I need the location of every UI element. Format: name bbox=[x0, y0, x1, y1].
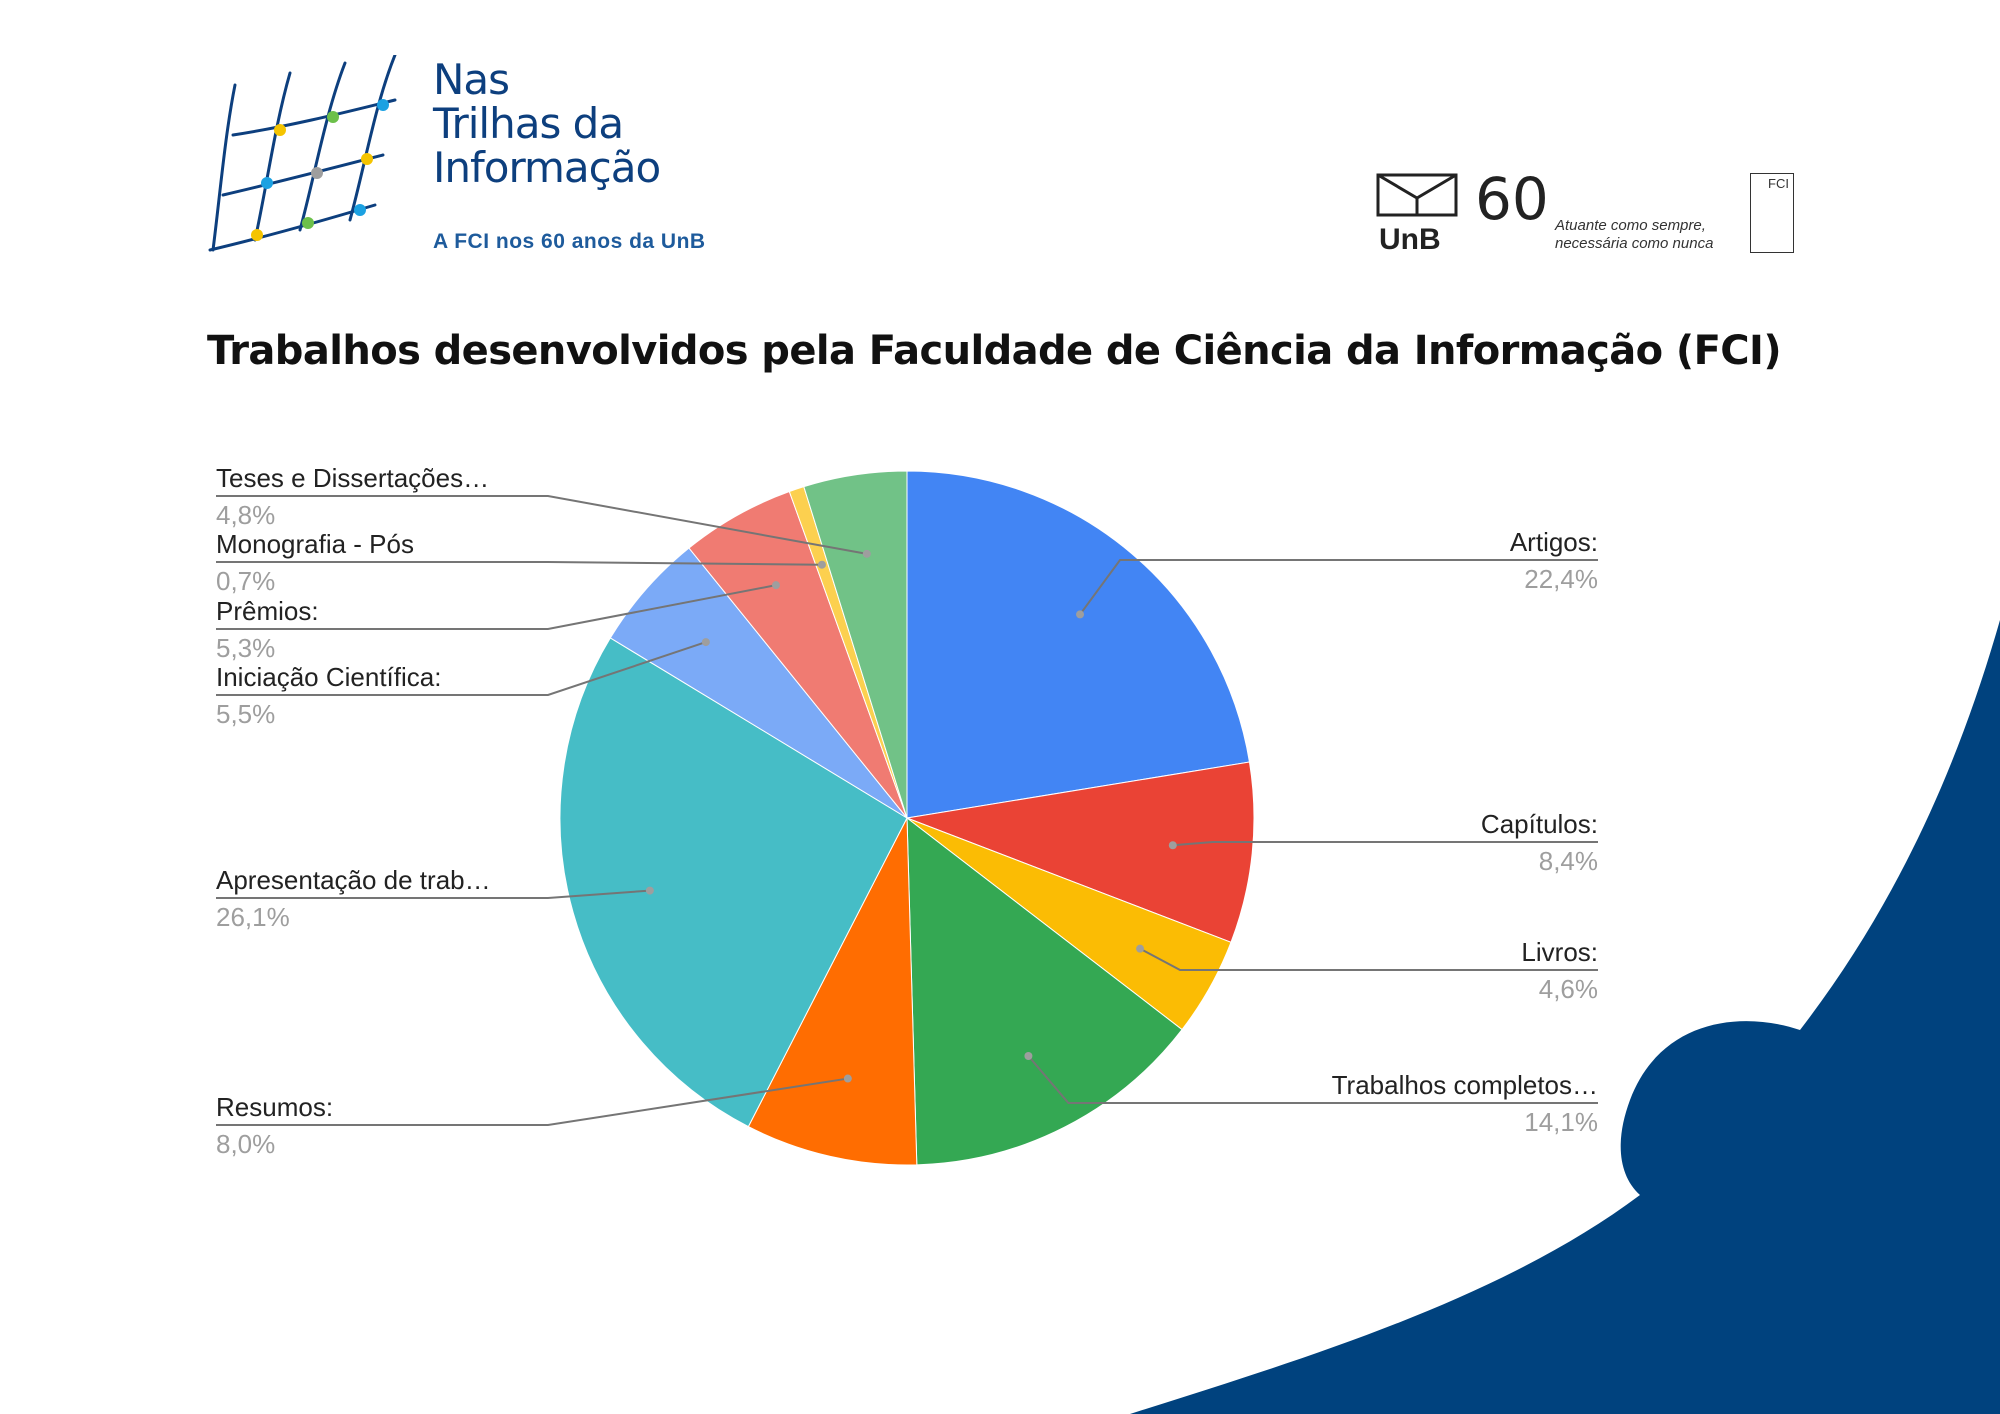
slice-percent-label: 22,4% bbox=[1524, 564, 1598, 594]
leader-dot bbox=[1076, 610, 1085, 619]
sixty-years-mark: 60 bbox=[1475, 165, 1549, 233]
network-logo-icon bbox=[208, 55, 397, 252]
slice-label: Capítulos: bbox=[1481, 809, 1598, 839]
slice-percent-label: 0,7% bbox=[216, 566, 275, 596]
slice-label: Prêmios: bbox=[216, 596, 319, 626]
fci-logo: FCI bbox=[1750, 173, 1794, 253]
logo-title-line-1: Nas bbox=[433, 55, 510, 104]
slice-label: Apresentação de trab… bbox=[216, 865, 491, 895]
pie-slices bbox=[559, 470, 1255, 1166]
leader-line bbox=[1139, 947, 1598, 971]
slice-label: Livros: bbox=[1521, 937, 1598, 967]
slice-percent-label: 5,3% bbox=[216, 633, 275, 663]
slice-percent-label: 14,1% bbox=[1524, 1107, 1598, 1137]
slice-label: Artigos: bbox=[1510, 527, 1598, 557]
slice-labels: Artigos: 22,4% Capítulos: 8,4% Livros: 4,6% Tr… bbox=[216, 463, 1598, 1159]
leader-dot bbox=[1024, 1052, 1033, 1061]
slice-percent-label: 4,8% bbox=[216, 500, 275, 530]
pie-slice bbox=[906, 470, 1251, 819]
leader-line bbox=[216, 561, 822, 566]
pie-slice bbox=[747, 817, 918, 1166]
unb-emblem-icon bbox=[1376, 173, 1458, 217]
page-title: Trabalhos desenvolvidos pela Faculdade d… bbox=[207, 328, 1782, 374]
logo-subtitle: A FCI nos 60 anos da UnB bbox=[433, 230, 706, 253]
leader-dot bbox=[1168, 841, 1177, 850]
slice-percent-label: 8,4% bbox=[1539, 846, 1598, 876]
leader-dot bbox=[817, 560, 826, 569]
slice-percent-label: 8,0% bbox=[216, 1129, 275, 1159]
pie-slice bbox=[803, 470, 908, 819]
tagline-line-1: Atuante como sempre, bbox=[1555, 217, 1706, 234]
leader-line bbox=[216, 584, 777, 630]
slice-percent-label: 5,5% bbox=[216, 699, 275, 729]
leader-dot bbox=[862, 549, 871, 558]
leader-line bbox=[216, 1077, 848, 1126]
leader-line bbox=[1172, 841, 1598, 847]
leader-line bbox=[1079, 559, 1598, 615]
slice-percent-label: 4,6% bbox=[1539, 974, 1598, 1004]
leader-line bbox=[1027, 1055, 1598, 1104]
slice-label: Teses e Dissertações… bbox=[216, 463, 489, 493]
leader-dot bbox=[1136, 944, 1145, 953]
slice-label: Monografia - Pós bbox=[216, 529, 414, 559]
slice-percent-label: 26,1% bbox=[216, 902, 290, 932]
fci-logo-text: FCI bbox=[1768, 176, 1789, 191]
slice-label: Resumos: bbox=[216, 1092, 333, 1122]
pie-slice bbox=[559, 637, 908, 1128]
leader-line bbox=[216, 889, 650, 899]
slice-label: Trabalhos completos… bbox=[1332, 1070, 1598, 1100]
leader-lines bbox=[216, 495, 1598, 1126]
leader-dot bbox=[701, 638, 710, 647]
logo-title-line-2: Trilhas da bbox=[433, 99, 624, 148]
logo-title-line-3: Informação bbox=[433, 143, 661, 192]
leader-dot bbox=[645, 886, 654, 895]
leader-dot bbox=[771, 581, 780, 590]
slice-label: Iniciação Científica: bbox=[216, 662, 441, 692]
pie-slice bbox=[906, 816, 1183, 1166]
nas-trilhas-logo: Nas Trilhas da Informação A FCI nos 60 a… bbox=[205, 55, 765, 260]
unb-wordmark: UnB bbox=[1379, 223, 1441, 256]
tagline-line-2: necessária como nunca bbox=[1555, 235, 1714, 252]
tagline: Atuante como sempre, necessária como nun… bbox=[1555, 217, 1713, 253]
partner-logos: UnB 60 Atuante como sempre, necessária c… bbox=[1365, 155, 1835, 265]
leader-line bbox=[216, 641, 707, 696]
pie-slice bbox=[905, 761, 1255, 943]
leader-line bbox=[216, 495, 867, 555]
leader-dot bbox=[843, 1074, 852, 1083]
